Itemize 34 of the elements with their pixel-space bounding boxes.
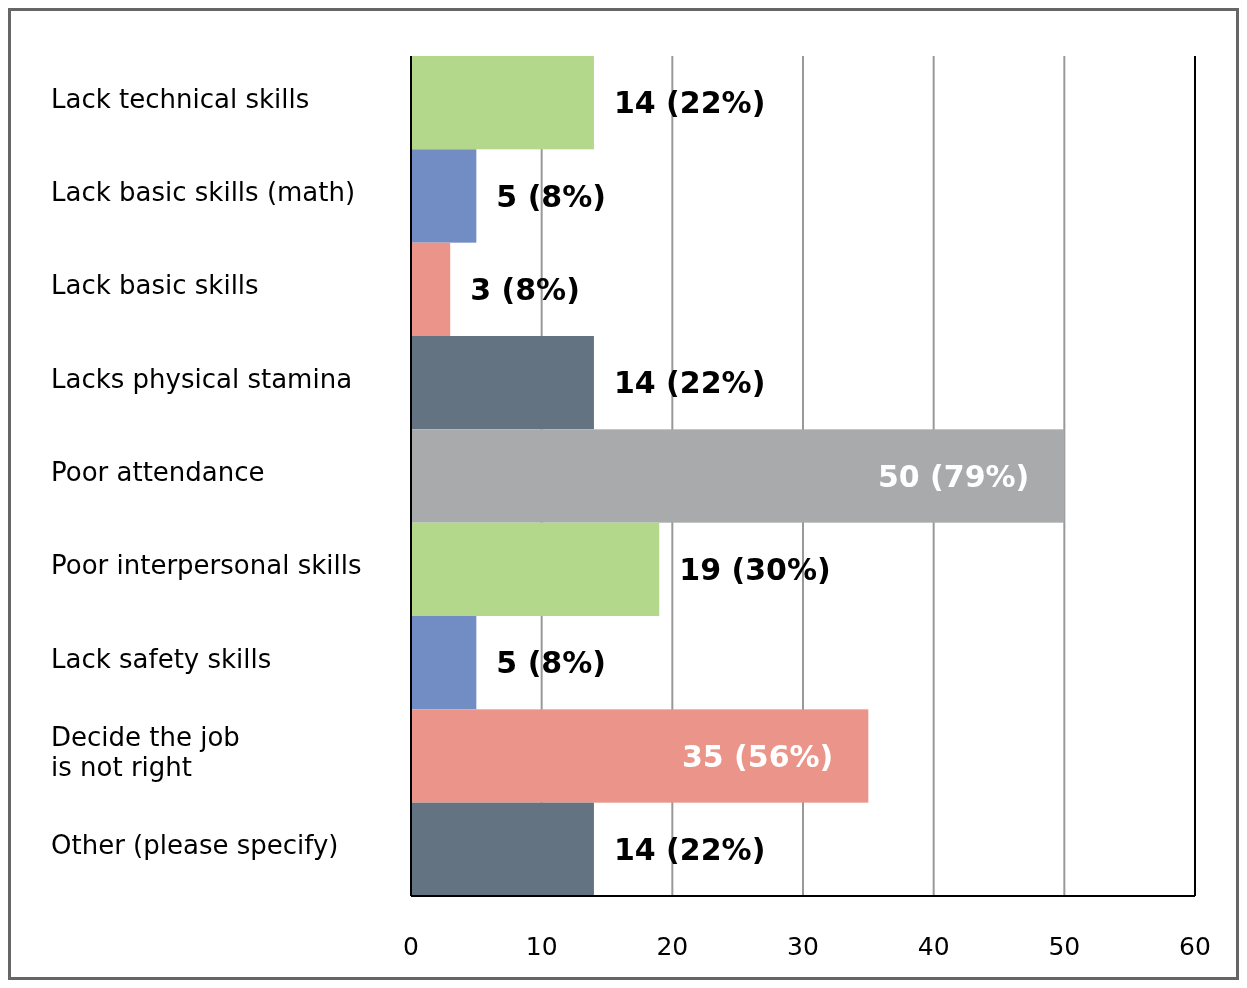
y-tick-label: Lack safety skills: [51, 643, 272, 674]
x-tick-label: 20: [656, 931, 689, 961]
bar: [411, 336, 594, 430]
bar: [411, 709, 869, 803]
data-label: 14 (22%): [613, 85, 766, 121]
x-tick-label: 10: [525, 931, 558, 961]
bar: [411, 56, 594, 150]
bar: [411, 616, 477, 710]
bar: [411, 242, 451, 336]
x-tick-label: 60: [1179, 931, 1211, 961]
y-tick-label: Poor interpersonal skills: [51, 550, 362, 581]
data-label: 3 (8%): [470, 271, 580, 307]
y-tick-label: Lacks physical stamina: [51, 363, 353, 394]
x-tick-label: 50: [1048, 931, 1081, 961]
data-label: 14 (22%): [613, 831, 766, 867]
y-tick-label: Lack basic skills (math): [51, 177, 356, 208]
y-tick-label: Other (please specify): [51, 830, 339, 861]
x-tick-label: 0: [403, 931, 419, 961]
data-label: 50 (79%): [877, 458, 1030, 494]
y-tick-label: Decide the job is not right: [51, 722, 240, 783]
y-tick-label: Poor attendance: [51, 457, 265, 488]
x-tick-label: 30: [787, 931, 819, 961]
bar: [411, 522, 660, 616]
y-tick-label: Lack technical skills: [51, 83, 310, 114]
y-tick-label: Lack basic skills: [51, 270, 259, 301]
x-tick-label: 40: [917, 931, 950, 961]
data-label: 5 (8%): [496, 645, 607, 681]
bar: [411, 429, 1065, 523]
data-label: 14 (22%): [613, 365, 766, 401]
bar: [411, 802, 594, 896]
data-label: 35 (56%): [681, 738, 834, 774]
bar: [411, 149, 477, 243]
data-label: 19 (30%): [679, 551, 831, 587]
data-label: 5 (8%): [496, 178, 607, 214]
